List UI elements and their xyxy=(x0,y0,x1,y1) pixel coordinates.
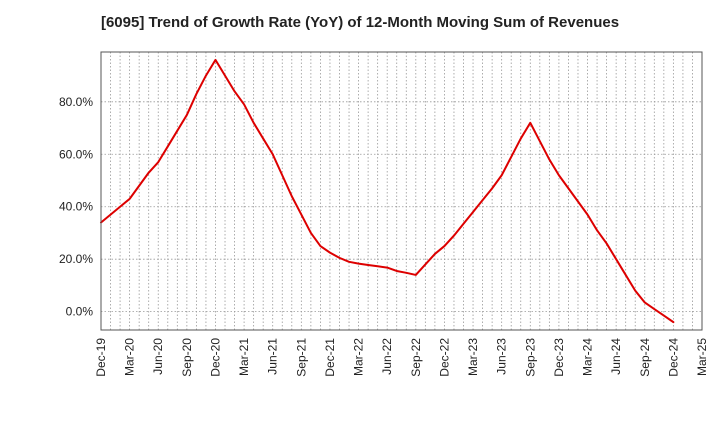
x-tick-label: Dec-20 xyxy=(208,338,222,377)
series-line xyxy=(100,58,675,324)
y-tick-label: 20.0% xyxy=(59,252,93,266)
x-tick-label: Jun-21 xyxy=(266,338,280,375)
y-tick-label: 80.0% xyxy=(59,95,93,109)
x-tick-label: Jun-24 xyxy=(609,338,623,375)
x-tick-label: Sep-24 xyxy=(638,338,652,377)
y-tick-label: 0.0% xyxy=(66,305,94,319)
x-tick-label: Mar-25 xyxy=(695,338,709,376)
x-tick-label: Jun-22 xyxy=(380,338,394,375)
x-tick-label: Sep-22 xyxy=(409,338,423,377)
x-tick-label: Jun-20 xyxy=(151,338,165,375)
x-tick-label: Mar-23 xyxy=(466,338,480,376)
x-tick-label: Dec-24 xyxy=(666,338,680,377)
x-tick-label: Mar-22 xyxy=(352,338,366,376)
chart-title: [6095] Trend of Growth Rate (YoY) of 12-… xyxy=(100,14,620,31)
axis-layer: 0.0% 20.0% 40.0% 60.0% 80.0% Dec-19 Mar-20 Jun-… xyxy=(59,51,709,377)
x-tick-label: Mar-24 xyxy=(581,338,595,376)
x-tick-label: Dec-23 xyxy=(552,338,566,377)
x-tick-label: Sep-20 xyxy=(180,338,194,377)
y-tick-label: 60.0% xyxy=(59,147,93,161)
grid-layer xyxy=(101,52,702,330)
series-layer xyxy=(100,58,675,324)
plot-frame xyxy=(100,51,703,331)
x-tick-label: Mar-21 xyxy=(237,338,251,376)
x-tick-label: Dec-21 xyxy=(323,338,337,377)
x-tick-label: Jun-23 xyxy=(495,338,509,375)
x-tick-label: Sep-23 xyxy=(523,338,537,377)
y-tick-label: 40.0% xyxy=(59,200,93,214)
x-tick-label: Sep-21 xyxy=(294,338,308,377)
x-tick-label: Mar-20 xyxy=(123,338,137,376)
x-tick-label: Dec-19 xyxy=(94,338,108,377)
x-tick-label: Dec-22 xyxy=(437,338,451,377)
